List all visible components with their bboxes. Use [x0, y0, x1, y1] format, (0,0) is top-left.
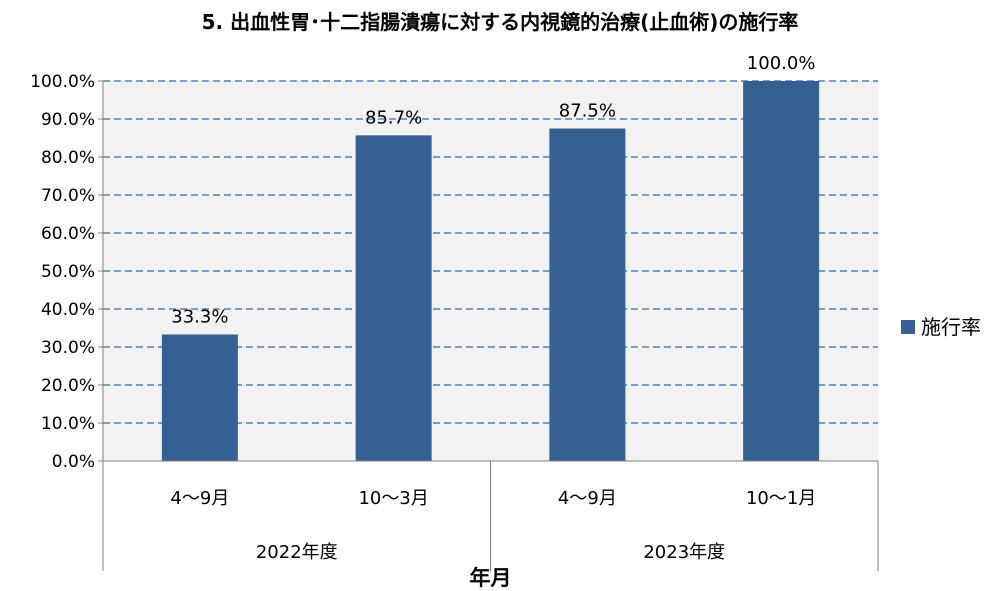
bar [161, 334, 238, 461]
y-tick-label: 0.0% [52, 452, 95, 472]
bar [355, 135, 432, 461]
y-tick-label: 80.0% [41, 148, 95, 168]
x-axis-title: 年月 [470, 566, 512, 590]
legend-label: 施行率 [921, 315, 981, 339]
data-label: 100.0% [747, 53, 816, 74]
y-tick-label: 60.0% [41, 224, 95, 244]
group-label: 2022年度 [256, 542, 338, 563]
y-tick-label: 50.0% [41, 262, 95, 282]
data-label: 33.3% [171, 306, 228, 327]
category-label: 4～9月 [170, 488, 229, 509]
category-label: 10～3月 [358, 488, 428, 509]
data-label: 87.5% [559, 101, 616, 122]
bar [549, 128, 626, 461]
y-tick-label: 20.0% [41, 376, 95, 396]
group-label: 2023年度 [643, 542, 725, 563]
y-tick-label: 10.0% [41, 414, 95, 434]
category-label: 4～9月 [558, 488, 617, 509]
y-tick-label: 30.0% [41, 338, 95, 358]
y-tick-label: 100.0% [30, 72, 95, 92]
category-label: 10～1月 [746, 488, 816, 509]
y-tick-label: 70.0% [41, 186, 95, 206]
bar [743, 81, 820, 461]
data-label: 85.7% [365, 107, 422, 128]
legend-swatch [901, 320, 915, 334]
y-tick-label: 90.0% [41, 110, 95, 130]
chart-title: 5. 出血性胃･十二指腸潰瘍に対する内視鏡的治療(止血術)の施行率 [201, 10, 799, 34]
y-tick-label: 40.0% [41, 300, 95, 320]
